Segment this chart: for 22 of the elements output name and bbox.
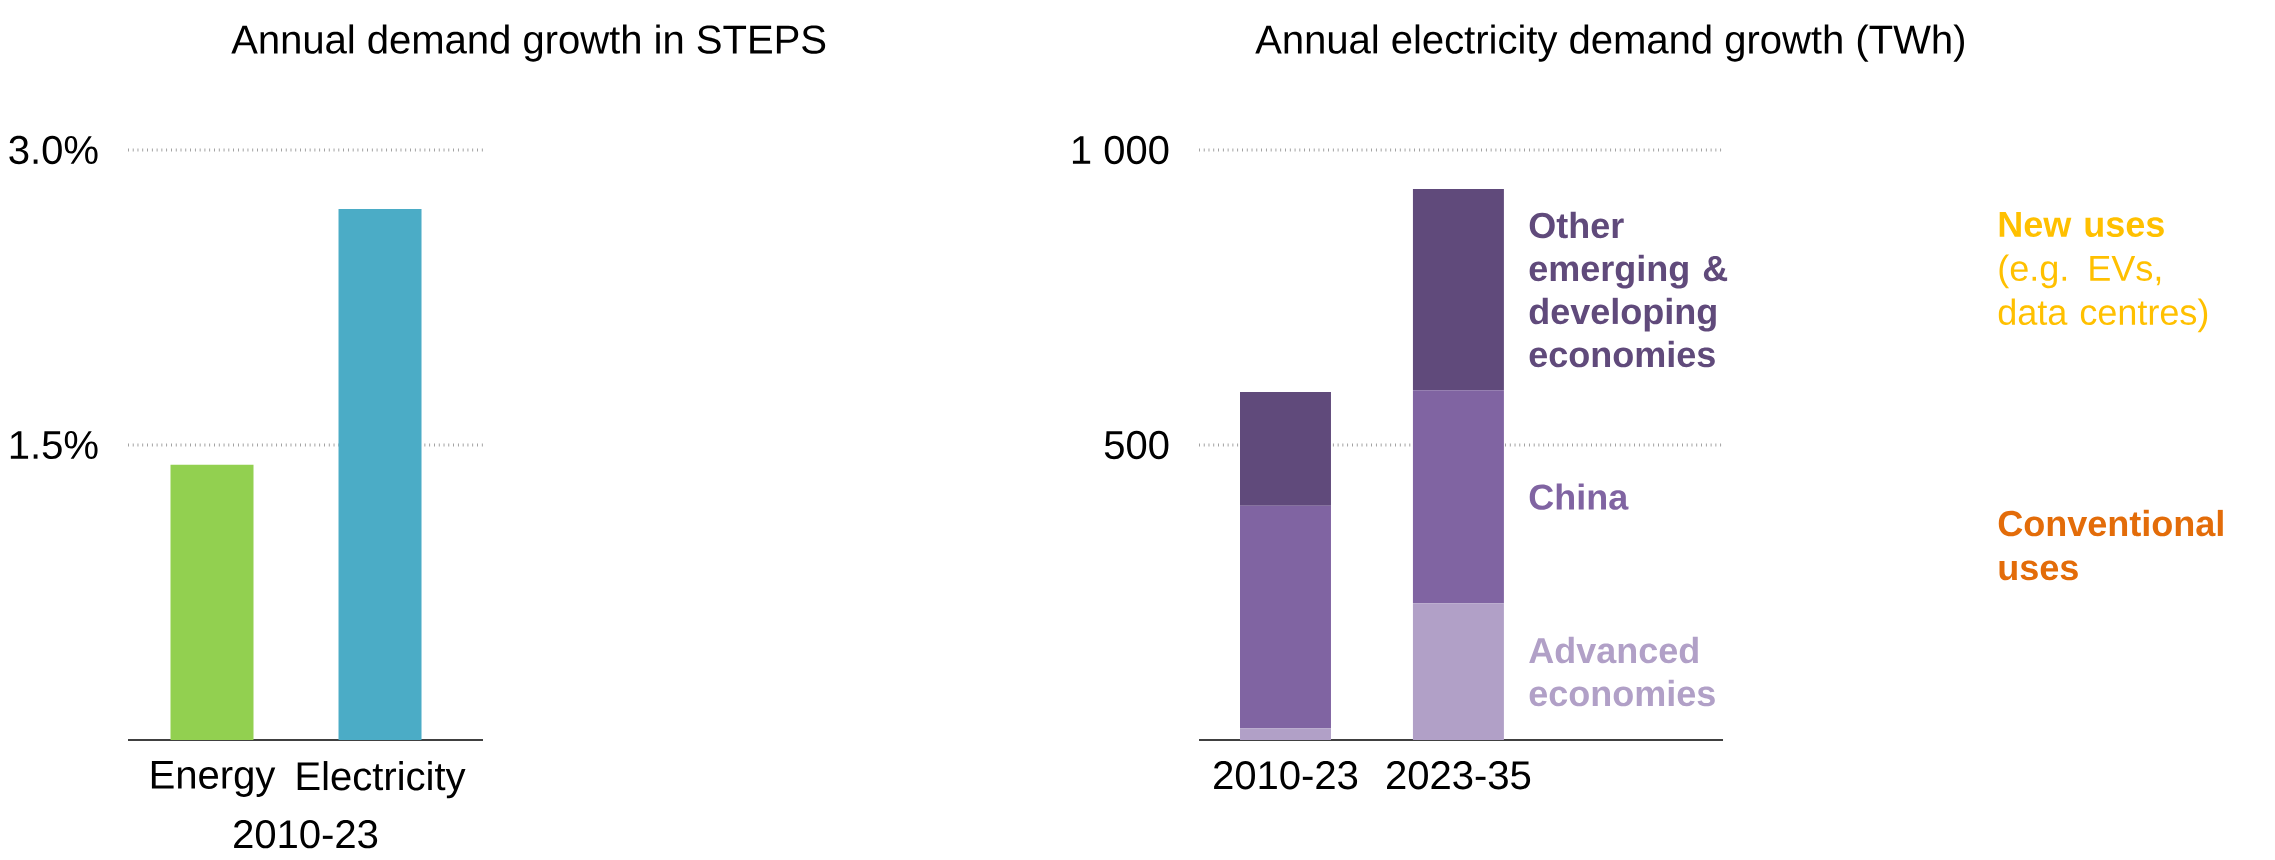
text: Conventional uses: [1998, 509, 2223, 581]
series-label: China: [1529, 483, 1629, 510]
bar: [1412, 188, 1504, 391]
series-label: Advanced economies: [1529, 636, 1715, 707]
x-tick-label: 2010-23: [1214, 761, 1358, 790]
bar: [1412, 603, 1504, 741]
y-tick-label: 3.0%: [9, 135, 98, 165]
chart-title: Annual demand growth in STEPS: [231, 24, 826, 62]
text: New uses (e.g. EVs, data centres): [1998, 211, 2208, 333]
bar: [1240, 391, 1331, 506]
x-axis-title: 2010-23: [234, 820, 378, 849]
y-tick-label: 1 000: [1072, 135, 1169, 165]
x-tick-label: Energy: [151, 761, 276, 797]
y-tick-label: 1.5%: [10, 430, 98, 460]
series-label: Other emerging & developing economies: [1529, 211, 1728, 368]
x-tick-label: Electricity: [297, 761, 466, 799]
bar: [1412, 390, 1504, 604]
y-tick-label: 500: [1104, 430, 1169, 460]
bar: [1240, 505, 1331, 729]
bar: [1240, 728, 1331, 741]
chart-title: Annual electricity demand growth (TWh): [1255, 24, 1964, 62]
x-tick-label: 2023-35: [1387, 761, 1531, 790]
